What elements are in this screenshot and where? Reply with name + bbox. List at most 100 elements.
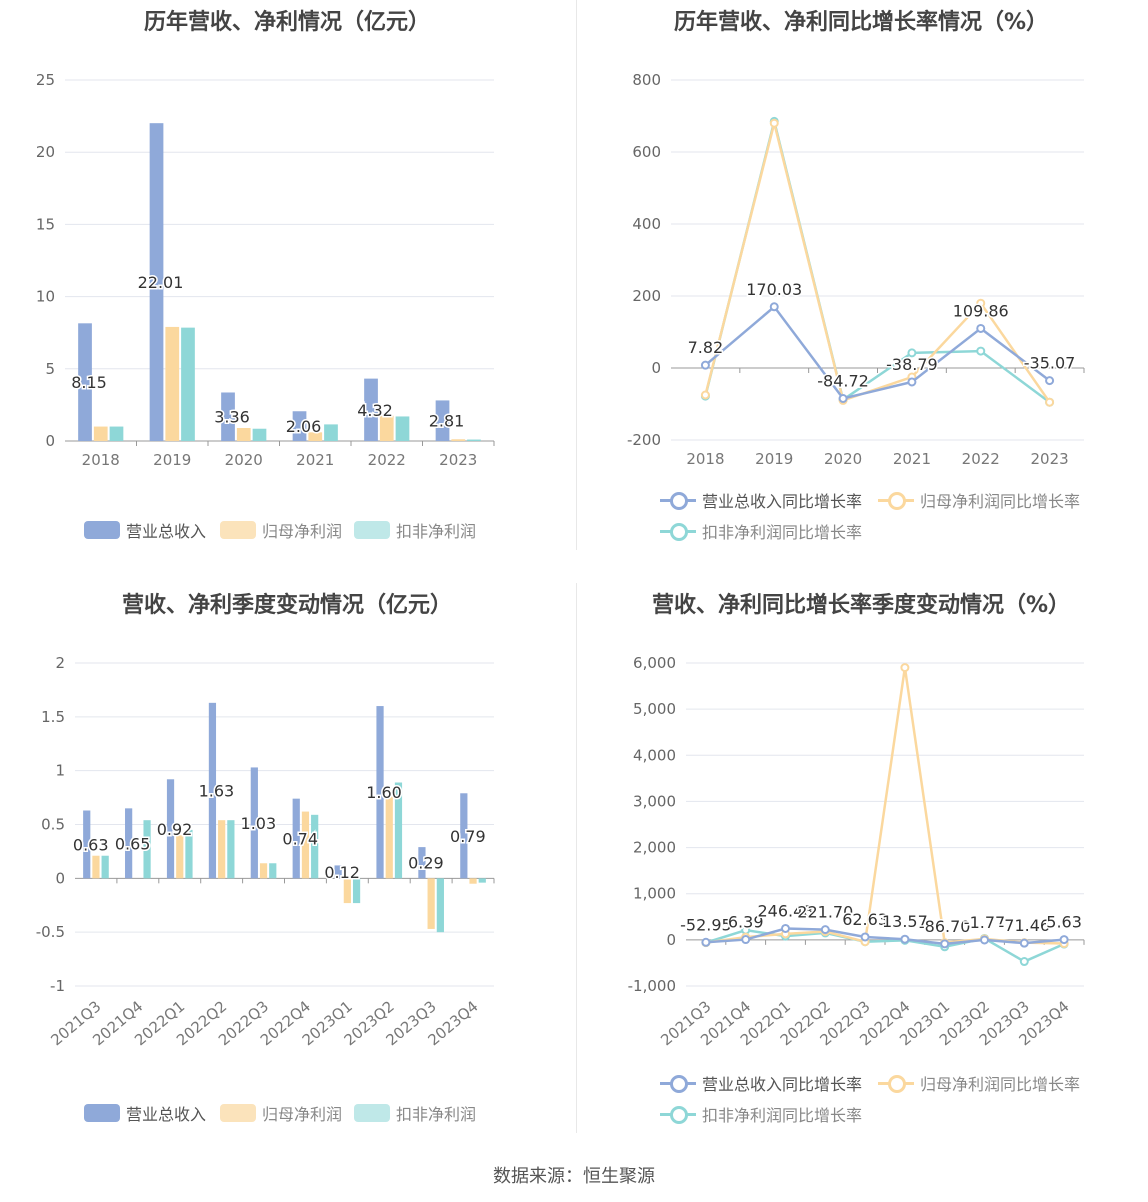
y-tick-label: -200 xyxy=(627,431,661,449)
bar xyxy=(176,835,184,879)
data-label: 0.65 xyxy=(115,834,151,853)
data-label: 1.63 xyxy=(199,782,235,801)
bar xyxy=(292,798,300,879)
legend-label: 营业总收入同比增长率 xyxy=(702,1075,863,1094)
data-point xyxy=(860,932,870,942)
bar xyxy=(252,428,267,441)
bar xyxy=(83,810,91,879)
data-point xyxy=(838,393,848,403)
legend-item-deducted-growth[interactable]: 扣非净利润同比增长率 xyxy=(660,1102,862,1126)
legend-item-revenue-growth[interactable]: 营业总收入同比增长率 xyxy=(660,488,862,512)
legend-label: 营业总收入同比增长率 xyxy=(702,492,863,511)
legend-item-revenue[interactable]: 营业总收入 xyxy=(84,1101,206,1125)
legend-item-deducted-profit[interactable]: 扣非净利润 xyxy=(354,1101,476,1125)
panel-divider xyxy=(576,583,577,1133)
legend-item-net-profit[interactable]: 归母净利润 xyxy=(220,518,342,542)
chart-title: 历年营收、净利情况（亿元） xyxy=(143,10,430,35)
y-tick-label: 5 xyxy=(45,360,55,378)
bar xyxy=(221,392,235,441)
data-label: 246.48 xyxy=(758,901,814,920)
data-label: 0.12 xyxy=(324,863,360,882)
legend-item-net-profit-growth[interactable]: 归母净利润同比增长率 xyxy=(878,488,1080,512)
bar xyxy=(469,878,477,884)
data-label: 8.15 xyxy=(71,373,107,392)
data-point xyxy=(1045,397,1055,407)
legend-label: 归母净利润同比增长率 xyxy=(920,492,1081,511)
y-tick-label: 25 xyxy=(36,71,55,89)
legend-item-net-profit[interactable]: 归母净利润 xyxy=(220,1101,342,1125)
legend-item-revenue[interactable]: 营业总收入 xyxy=(84,518,206,542)
data-label: 3.36 xyxy=(214,408,250,427)
bar xyxy=(451,439,466,441)
legend-swatch xyxy=(220,1104,256,1122)
chart-title: 营收、净利季度变动情况（亿元） xyxy=(121,593,452,618)
legend-label: 营业总收入 xyxy=(126,522,207,541)
x-tick-label: 2022 xyxy=(368,451,406,469)
bar xyxy=(165,326,180,441)
data-label: 6.39 xyxy=(728,913,764,932)
data-label: 0.74 xyxy=(282,829,318,848)
y-tick-label: 2,000 xyxy=(633,839,676,857)
legend-label: 归母净利润 xyxy=(262,1105,343,1124)
legend-swatch xyxy=(354,1104,390,1122)
bar xyxy=(427,878,435,929)
y-tick-label: 6,000 xyxy=(633,654,676,672)
bar xyxy=(301,811,310,879)
bar xyxy=(460,793,468,879)
bar xyxy=(166,779,175,879)
data-point xyxy=(900,663,910,673)
legend-item-deducted-profit[interactable]: 扣非净利润 xyxy=(354,518,476,542)
data-label: 0.92 xyxy=(157,820,193,839)
legend-swatch xyxy=(84,521,120,539)
bar xyxy=(334,865,342,879)
data-point xyxy=(900,934,910,944)
y-tick-label: 1,000 xyxy=(633,885,676,903)
data-point xyxy=(976,298,986,308)
legend-item-revenue-growth[interactable]: 营业总收入同比增长率 xyxy=(660,1071,862,1095)
y-tick-label: 0 xyxy=(666,931,676,949)
y-tick-label: 1 xyxy=(55,762,65,780)
data-label: -1.77 xyxy=(964,913,1005,932)
y-tick-label: -1 xyxy=(50,977,65,995)
series-line xyxy=(704,122,1051,403)
bar xyxy=(385,796,393,879)
data-point xyxy=(976,346,986,356)
y-tick-label: 1.5 xyxy=(41,708,65,726)
data-label: 22.01 xyxy=(138,273,184,292)
series-line xyxy=(705,927,1065,946)
annual-revenue-profit-panel: 历年营收、净利情况（亿元） 0 5 10 15 20 25 2018 2019 2020 2021… xyxy=(0,0,574,580)
bar xyxy=(352,878,361,904)
legend-line-marker xyxy=(660,522,696,541)
y-tick-label: 200 xyxy=(632,287,661,305)
y-tick-label: 800 xyxy=(632,71,661,89)
chart-title: 历年营收、净利同比增长率情况（%） xyxy=(673,10,1049,35)
x-tick-label: 2023 xyxy=(439,451,477,469)
data-point xyxy=(741,935,751,945)
series-line xyxy=(704,304,1051,400)
bar xyxy=(236,428,251,441)
bar xyxy=(149,123,164,441)
quarterly-revenue-profit-panel: 营收、净利季度变动情况（亿元） -1 -0.5 0 0.5 1 1.5 2 2021Q3 202… xyxy=(0,583,574,1163)
legend-item-deducted-growth[interactable]: 扣非净利润同比增长率 xyxy=(660,519,862,543)
y-tick-label: 0.5 xyxy=(41,816,65,834)
data-label: 7.82 xyxy=(688,338,724,357)
x-tick-label: 2018 xyxy=(82,451,120,469)
data-label: 4.32 xyxy=(357,401,393,420)
x-tick-label: 2023 xyxy=(1030,450,1068,468)
bar xyxy=(467,439,481,441)
series-line xyxy=(704,121,1051,404)
data-label: -38.79 xyxy=(886,355,938,374)
legend-item-net-profit-growth[interactable]: 归母净利润同比增长率 xyxy=(878,1071,1080,1095)
data-label: 170.03 xyxy=(746,280,802,299)
data-point xyxy=(700,360,710,370)
y-tick-label: 3,000 xyxy=(633,792,676,810)
y-tick-label: 10 xyxy=(36,288,55,306)
data-label: 5.63 xyxy=(1046,913,1082,932)
bar xyxy=(308,432,323,441)
bar xyxy=(379,415,394,441)
legend-label: 扣非净利润 xyxy=(396,1105,477,1124)
bar xyxy=(101,855,109,879)
bar xyxy=(436,878,444,933)
bar xyxy=(181,327,195,441)
y-tick-label: 5,000 xyxy=(633,700,676,718)
